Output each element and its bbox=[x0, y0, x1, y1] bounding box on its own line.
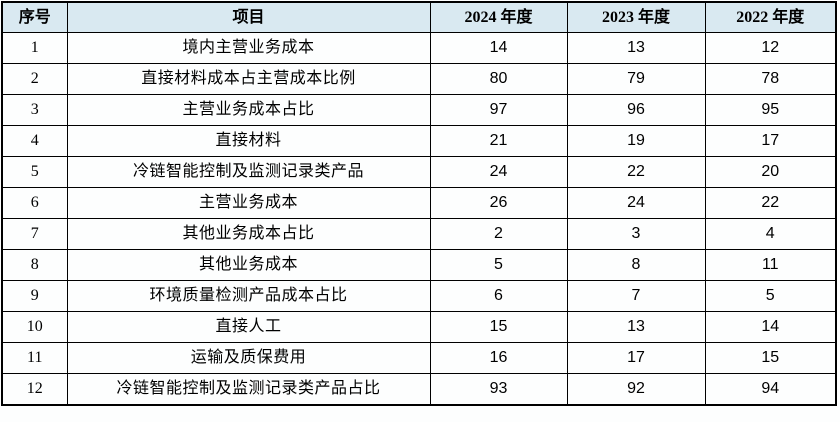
item-cell: 主营业务成本占比 bbox=[66, 94, 431, 126]
value-2023-cell: 96 bbox=[566, 94, 706, 126]
value-2022-cell: 12 bbox=[704, 32, 837, 64]
value-2024-cell: 24 bbox=[429, 156, 568, 188]
header-2022: 2022 年度 bbox=[704, 1, 837, 33]
value-2022-cell: 14 bbox=[704, 311, 837, 343]
header-no: 序号 bbox=[1, 1, 68, 33]
value-2022-cell: 4 bbox=[704, 218, 837, 250]
item-cell: 冷链智能控制及监测记录类产品 bbox=[66, 156, 431, 188]
table-row: 8 其他业务成本 5 8 11 bbox=[1, 249, 837, 281]
value-2023-cell: 22 bbox=[566, 156, 706, 188]
table-row: 5 冷链智能控制及监测记录类产品 24 22 20 bbox=[1, 156, 837, 188]
value-2024-cell: 16 bbox=[429, 342, 568, 374]
value-2024-cell: 14 bbox=[429, 32, 568, 64]
item-cell: 境内主营业务成本 bbox=[66, 32, 431, 64]
value-2022-cell: 95 bbox=[704, 94, 837, 126]
table-row: 4 直接材料 21 19 17 bbox=[1, 125, 837, 157]
value-2024-cell: 5 bbox=[429, 249, 568, 281]
item-cell: 运输及质保费用 bbox=[66, 342, 431, 374]
item-cell: 环境质量检测产品成本占比 bbox=[66, 280, 431, 312]
value-2024-cell: 26 bbox=[429, 187, 568, 219]
cost-table: 序号 项目 2024 年度 2023 年度 2022 年度 1 境内主营业务成本… bbox=[1, 1, 837, 406]
value-2024-cell: 93 bbox=[429, 373, 568, 406]
item-cell: 冷链智能控制及监测记录类产品占比 bbox=[66, 373, 431, 406]
value-2024-cell: 80 bbox=[429, 63, 568, 95]
table-row: 7 其他业务成本占比 2 3 4 bbox=[1, 218, 837, 250]
value-2023-cell: 3 bbox=[566, 218, 706, 250]
row-index-cell: 6 bbox=[1, 187, 68, 219]
table-row: 12 冷链智能控制及监测记录类产品占比 93 92 94 bbox=[1, 373, 837, 406]
item-cell: 直接人工 bbox=[66, 311, 431, 343]
value-2023-cell: 19 bbox=[566, 125, 706, 157]
value-2023-cell: 7 bbox=[566, 280, 706, 312]
value-2022-cell: 78 bbox=[704, 63, 837, 95]
table-row: 6 主营业务成本 26 24 22 bbox=[1, 187, 837, 219]
header-2024: 2024 年度 bbox=[429, 1, 568, 33]
header-item: 项目 bbox=[66, 1, 431, 33]
value-2024-cell: 6 bbox=[429, 280, 568, 312]
value-2024-cell: 2 bbox=[429, 218, 568, 250]
value-2022-cell: 11 bbox=[704, 249, 837, 281]
row-index-cell: 2 bbox=[1, 63, 68, 95]
value-2023-cell: 17 bbox=[566, 342, 706, 374]
row-index-cell: 11 bbox=[1, 342, 68, 374]
item-cell: 直接材料 bbox=[66, 125, 431, 157]
value-2024-cell: 15 bbox=[429, 311, 568, 343]
value-2022-cell: 17 bbox=[704, 125, 837, 157]
item-cell: 主营业务成本 bbox=[66, 187, 431, 219]
row-index-cell: 5 bbox=[1, 156, 68, 188]
row-index-cell: 7 bbox=[1, 218, 68, 250]
value-2022-cell: 15 bbox=[704, 342, 837, 374]
value-2022-cell: 22 bbox=[704, 187, 837, 219]
table-row: 10 直接人工 15 13 14 bbox=[1, 311, 837, 343]
row-index-cell: 9 bbox=[1, 280, 68, 312]
value-2024-cell: 21 bbox=[429, 125, 568, 157]
value-2023-cell: 24 bbox=[566, 187, 706, 219]
value-2023-cell: 13 bbox=[566, 311, 706, 343]
row-index-cell: 12 bbox=[1, 373, 68, 406]
header-2023: 2023 年度 bbox=[566, 1, 706, 33]
value-2023-cell: 8 bbox=[566, 249, 706, 281]
row-index-cell: 4 bbox=[1, 125, 68, 157]
item-cell: 直接材料成本占主营成本比例 bbox=[66, 63, 431, 95]
table-row: 3 主营业务成本占比 97 96 95 bbox=[1, 94, 837, 126]
value-2022-cell: 20 bbox=[704, 156, 837, 188]
table-row: 11 运输及质保费用 16 17 15 bbox=[1, 342, 837, 374]
item-cell: 其他业务成本占比 bbox=[66, 218, 431, 250]
table-row: 9 环境质量检测产品成本占比 6 7 5 bbox=[1, 280, 837, 312]
value-2023-cell: 79 bbox=[566, 63, 706, 95]
value-2022-cell: 94 bbox=[704, 373, 837, 406]
row-index-cell: 3 bbox=[1, 94, 68, 126]
value-2022-cell: 5 bbox=[704, 280, 837, 312]
row-index-cell: 10 bbox=[1, 311, 68, 343]
table-row: 2 直接材料成本占主营成本比例 80 79 78 bbox=[1, 63, 837, 95]
value-2023-cell: 92 bbox=[566, 373, 706, 406]
value-2024-cell: 97 bbox=[429, 94, 568, 126]
row-index-cell: 8 bbox=[1, 249, 68, 281]
item-cell: 其他业务成本 bbox=[66, 249, 431, 281]
value-2023-cell: 13 bbox=[566, 32, 706, 64]
table-row: 1 境内主营业务成本 14 13 12 bbox=[1, 32, 837, 64]
header-row: 序号 项目 2024 年度 2023 年度 2022 年度 bbox=[1, 1, 837, 33]
row-index-cell: 1 bbox=[1, 32, 68, 64]
